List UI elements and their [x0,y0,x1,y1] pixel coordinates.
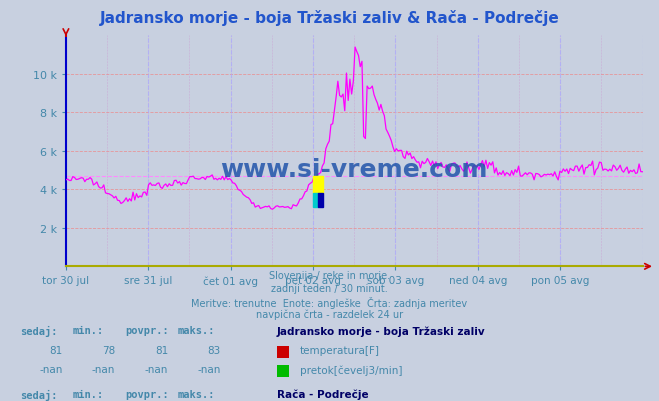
Text: min.:: min.: [72,389,103,399]
Text: 78: 78 [102,345,115,355]
Text: 83: 83 [208,345,221,355]
Text: sedaj:: sedaj: [20,389,57,400]
Text: sedaj:: sedaj: [20,326,57,336]
Text: 81: 81 [49,345,63,355]
Text: pretok[čevelj3/min]: pretok[čevelj3/min] [300,364,403,375]
Text: Meritve: trenutne  Enote: angleške  Črta: zadnja meritev: Meritve: trenutne Enote: angleške Črta: … [191,296,468,308]
Bar [313,176,323,193]
Text: maks.:: maks.: [178,326,215,336]
Text: -nan: -nan [198,364,221,374]
Text: www.si-vreme.com: www.si-vreme.com [221,158,488,182]
Text: min.:: min.: [72,326,103,336]
Text: -nan: -nan [40,364,63,374]
Bar [313,193,318,207]
Text: -nan: -nan [145,364,168,374]
Bar [318,193,323,207]
Text: Slovenija / reke in morje.: Slovenija / reke in morje. [269,271,390,281]
Text: zadnji teden / 30 minut.: zadnji teden / 30 minut. [271,284,388,294]
Text: navpična črta - razdelek 24 ur: navpična črta - razdelek 24 ur [256,309,403,320]
Text: povpr.:: povpr.: [125,389,169,399]
Text: Rača - Podrečje: Rača - Podrečje [277,389,368,399]
Text: -nan: -nan [92,364,115,374]
Text: 81: 81 [155,345,168,355]
Text: Jadransko morje - boja Tržaski zaliv & Rača - Podrečje: Jadransko morje - boja Tržaski zaliv & R… [100,10,559,26]
Text: maks.:: maks.: [178,389,215,399]
Text: temperatura[F]: temperatura[F] [300,345,380,355]
Text: povpr.:: povpr.: [125,326,169,336]
Text: Jadransko morje - boja Tržaski zaliv: Jadransko morje - boja Tržaski zaliv [277,326,486,336]
